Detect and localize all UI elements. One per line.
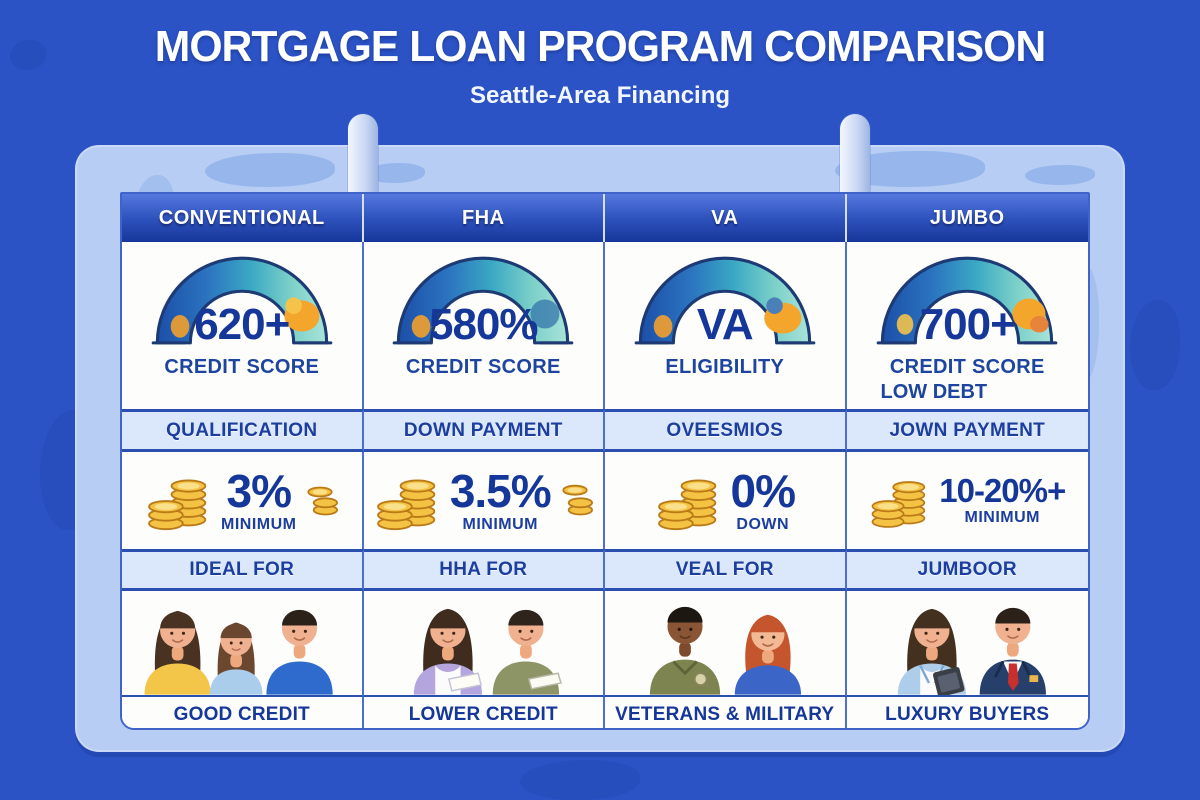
credit-score-label: CREDIT SCORE — [405, 356, 561, 378]
down-payment-value: 0% — [730, 464, 796, 517]
buyers-illustration — [898, 607, 1047, 695]
column-header-jumbo: JUMBO — [846, 194, 1088, 242]
buyers-illustration — [414, 608, 563, 695]
ideal-for-value: VETERANS & MILITARY — [605, 697, 847, 728]
buyers-illustration — [649, 606, 801, 695]
credit-score-label: CREDIT SCORE — [164, 356, 320, 378]
ideal-for-header: HHA FOR — [363, 549, 605, 591]
down-payment-label: MINIMUM — [221, 515, 297, 533]
ideal-for-value: LUXURY BUYERS — [846, 697, 1088, 728]
hanging-post-right — [840, 114, 870, 196]
coin-stack-small-icon — [307, 486, 339, 515]
background-splatter — [520, 760, 640, 800]
hanging-post-left — [348, 114, 378, 196]
column-header-va: VA — [605, 194, 847, 242]
credit-score-label: ELIGIBILITY — [665, 356, 785, 378]
down-payment-label: MINIMUM — [964, 509, 1040, 526]
page-subtitle: Seattle-Area Financing — [469, 82, 731, 109]
section-header: DOWN PAYMENT — [363, 409, 605, 452]
down-payment-va: 0% DOWN — [605, 452, 847, 549]
credit-gauge-arch-icon — [876, 256, 1058, 345]
down-payment-conventional: 3% MINIMUM — [122, 452, 364, 549]
credit-score-value: 620+ — [194, 300, 290, 349]
credit-score-label-line2: LOW DEBT — [880, 381, 988, 403]
buyers-illustration-fha — [363, 591, 605, 697]
column-header-conventional: CONVENTIONAL — [122, 194, 364, 242]
coin-stack-icon — [148, 478, 207, 530]
ideal-for-header: JUMBOOR — [846, 549, 1088, 591]
ideal-for-header: IDEAL FOR — [122, 549, 364, 591]
down-payment-jumbo: 10-20%+ MINIMUM — [846, 452, 1088, 549]
buyers-illustration-conventional — [122, 591, 364, 697]
credit-requirement-conventional: 620+ CREDIT SCORE — [122, 242, 364, 409]
credit-score-value: 700+ — [919, 300, 1016, 349]
credit-gauge-arch-icon — [634, 256, 816, 345]
credit-gauge-arch-icon — [392, 256, 574, 345]
section-header: QUALIFICATION — [122, 409, 364, 452]
section-header: JOWN PAYMENT — [846, 409, 1088, 452]
credit-gauge-arch-icon — [151, 256, 333, 345]
page-title: MORTGAGE LOAN PROGRAM COMPARISON — [154, 22, 1046, 71]
buyers-illustration-jumbo — [846, 591, 1088, 697]
credit-requirement-va: VA ELIGIBILITY — [605, 242, 847, 409]
coin-stack-icon — [871, 480, 926, 528]
down-payment-label: MINIMUM — [462, 515, 538, 533]
background-splatter — [1130, 300, 1180, 390]
ideal-for-value: GOOD CREDIT — [122, 697, 364, 728]
down-payment-label: DOWN — [736, 515, 790, 533]
credit-score-label: CREDIT SCORE — [889, 356, 1045, 378]
credit-requirement-jumbo: 700+ CREDIT SCORE LOW DEBT — [846, 242, 1088, 409]
coin-stack-small-icon — [562, 484, 593, 515]
buyers-illustration — [144, 609, 333, 695]
down-payment-value: 3.5% — [449, 464, 552, 517]
ideal-for-header: VEAL FOR — [605, 549, 847, 591]
down-payment-value: 3% — [226, 464, 292, 517]
ideal-for-value: LOWER CREDIT — [363, 697, 605, 728]
buyers-illustration-va — [605, 591, 847, 697]
coin-stack-icon — [376, 478, 436, 530]
column-header-fha: FHA — [363, 194, 605, 242]
loan-comparison-table: CONVENTIONAL FHA VA JUMBO 620+ CREDIT SC… — [120, 192, 1090, 730]
down-payment-value: 10-20%+ — [939, 472, 1066, 509]
credit-score-value: VA — [696, 300, 754, 349]
board-splatter — [205, 153, 335, 187]
credit-score-value: 580% — [428, 300, 539, 349]
coin-stack-icon — [657, 478, 716, 530]
section-header: OVEESMIOS — [605, 409, 847, 452]
down-payment-fha: 3.5% MINIMUM — [363, 452, 605, 549]
credit-requirement-fha: 580% CREDIT SCORE — [363, 242, 605, 409]
board-splatter — [1025, 165, 1095, 185]
